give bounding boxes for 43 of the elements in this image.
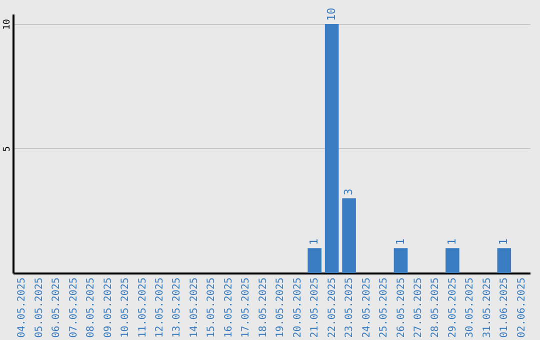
x-tick-label: 18.05.2025 <box>258 278 269 338</box>
data-label: 1 <box>445 238 458 246</box>
x-tick-label: 12.05.2025 <box>154 278 166 338</box>
bar <box>324 24 339 273</box>
x-tick-label: 06.05.2025 <box>51 278 62 338</box>
x-tick-label: 31.05.2025 <box>482 278 493 338</box>
x-tick-label: 15.05.2025 <box>206 278 218 338</box>
bar <box>497 248 512 273</box>
x-tick-label: 09.05.2025 <box>102 278 114 338</box>
x-tick-label: 07.05.2025 <box>68 278 80 338</box>
data-label: 1 <box>394 238 407 246</box>
data-label: 10 <box>324 8 338 21</box>
x-tick-label: 22.05.2025 <box>326 278 338 338</box>
x-tick-label: 20.05.2025 <box>292 278 304 338</box>
y-tick-label: 5 <box>2 146 12 152</box>
x-tick-label: 23.05.2025 <box>344 278 356 338</box>
x-tick-label: 01.06.2025 <box>499 278 510 338</box>
data-label: 1 <box>308 238 321 246</box>
x-tick-label: 27.05.2025 <box>412 278 424 338</box>
x-tick-label: 24.05.2025 <box>361 278 372 338</box>
x-tick-label: 28.05.2025 <box>430 278 442 338</box>
x-tick-label: 05.05.2025 <box>34 278 45 338</box>
x-tick-label: 13.05.2025 <box>172 278 183 338</box>
x-tick-label: 19.05.2025 <box>275 278 286 338</box>
x-tick-label: 11.05.2025 <box>137 278 148 338</box>
x-tick-label: 16.05.2025 <box>223 278 234 338</box>
x-tick-label: 26.05.2025 <box>396 278 407 338</box>
data-label: 3 <box>342 188 356 196</box>
x-tick-label: 10.05.2025 <box>120 278 132 338</box>
x-tick-label: 14.05.2025 <box>188 278 200 338</box>
bar <box>394 248 408 273</box>
x-tick-label: 29.05.2025 <box>447 278 458 338</box>
x-tick-label: 25.05.2025 <box>378 278 390 338</box>
x-tick-label: 17.05.2025 <box>240 278 252 338</box>
x-tick-label: 08.05.2025 <box>86 278 97 338</box>
bar <box>446 248 460 273</box>
bar <box>342 198 356 273</box>
x-tick-label: 21.05.2025 <box>310 278 321 338</box>
x-tick-label: 02.06.2025 <box>516 278 528 338</box>
data-label: 1 <box>497 238 510 246</box>
x-tick-label: 30.05.2025 <box>464 278 476 338</box>
bar <box>308 248 322 273</box>
x-tick-label: 04.05.2025 <box>16 278 28 338</box>
